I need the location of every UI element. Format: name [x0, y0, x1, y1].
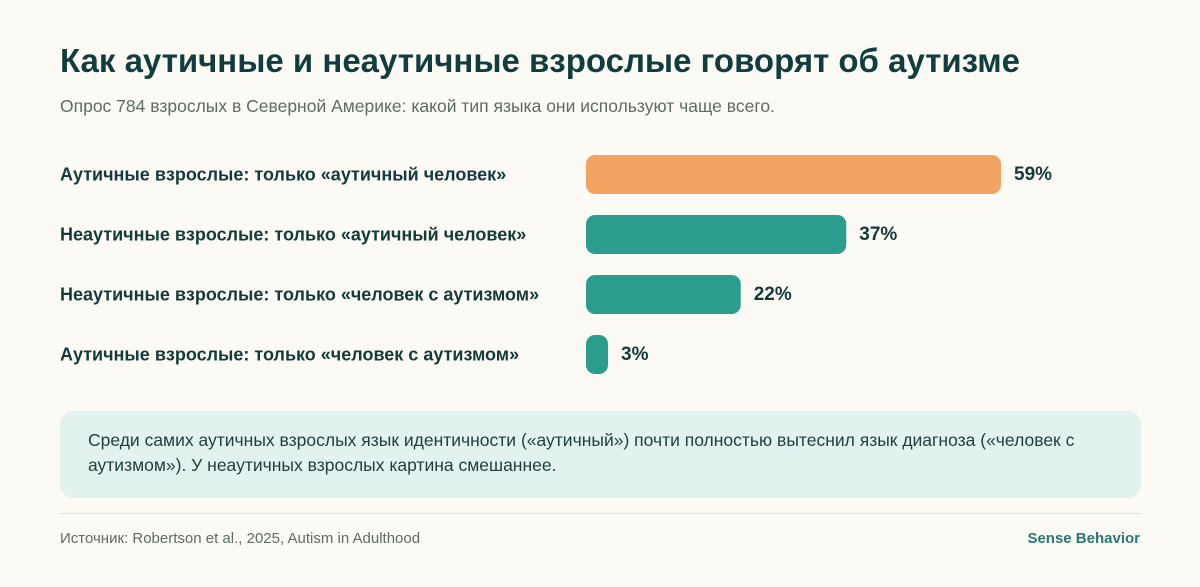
value-label: 22%	[754, 284, 792, 305]
infographic: Как аутичные и неаутичные взрослые говор…	[60, 0, 1141, 587]
category-label: Аутичные взрослые: только «человек с аут…	[60, 345, 519, 365]
bar-chart: Аутичные взрослые: только «аутичный чело…	[60, 155, 1052, 374]
bar	[586, 275, 741, 314]
note-box: Среди самих аутичных взрослых язык идент…	[60, 411, 1141, 498]
bar	[586, 155, 1001, 194]
note-text: Среди самих аутичных взрослых язык идент…	[88, 430, 1075, 475]
chart-subtitle: Опрос 784 взрослых в Северной Америке: к…	[60, 96, 775, 116]
value-label: 3%	[621, 344, 649, 365]
footer-divider	[60, 513, 1141, 514]
chart-title: Как аутичные и неаутичные взрослые говор…	[60, 42, 1021, 79]
source-citation: Источник: Robertson et al., 2025, Autism…	[60, 530, 421, 547]
bar	[586, 215, 847, 254]
category-label: Неаутичные взрослые: только «человек с а…	[60, 285, 539, 305]
category-label: Неаутичные взрослые: только «аутичный че…	[60, 225, 526, 245]
value-label: 37%	[859, 224, 897, 245]
brand-name: Sense Behavior	[1027, 530, 1140, 547]
value-label: 59%	[1014, 164, 1052, 185]
category-label: Аутичные взрослые: только «аутичный чело…	[60, 165, 506, 185]
bar	[586, 335, 608, 374]
